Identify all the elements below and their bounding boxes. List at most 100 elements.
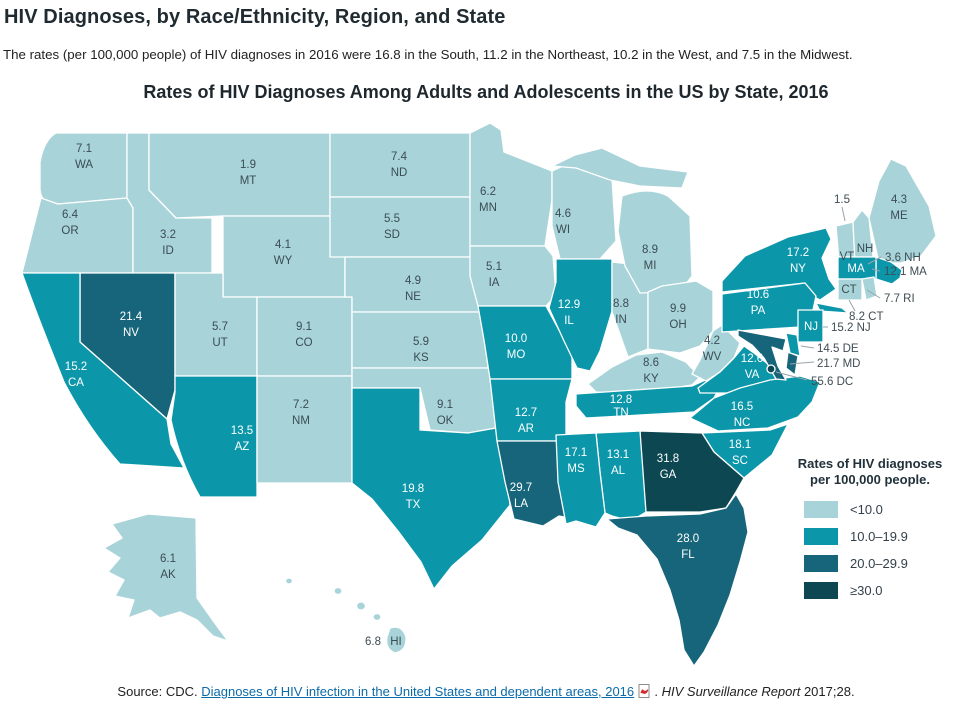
label-nd: 7.4 ND [391, 151, 408, 179]
source-link[interactable]: Diagnoses of HIV infection in the United… [201, 684, 635, 699]
legend-row: ≥30.0 [804, 581, 970, 599]
callout-md: 21.7 MD [817, 358, 860, 370]
label-id: 3.2 ID [160, 229, 176, 257]
label-wi: 4.6 WI [555, 208, 571, 236]
callout-dc: 55.6 DC [811, 376, 853, 388]
label-ny: 17.2 NY [787, 247, 809, 275]
callout-ri: 7.7 RI [884, 293, 915, 305]
callout-ma: 12.1 MA [884, 266, 927, 278]
callout-line-de [800, 345, 815, 349]
label-in: 8.8 IN [613, 298, 629, 326]
label-il: 12.9 IL [558, 299, 580, 327]
label-ok: 9.1 OK [437, 399, 454, 427]
legend-title-line1: Rates of HIV diagnoses [797, 456, 943, 471]
legend-label-cat4: ≥30.0 [850, 582, 883, 598]
legend-title: Rates of HIV diagnoses per 100,000 peopl… [770, 456, 970, 489]
state-de [785, 332, 801, 357]
callout-line-ma [871, 268, 881, 272]
label-or: 6.4 OR [61, 209, 78, 237]
state-nc [689, 375, 821, 432]
state-ct-box [837, 278, 863, 301]
label-ga: 31.8 GA [657, 453, 679, 481]
label-sd: 5.5 SD [384, 213, 400, 241]
label-la: 29.7 LA [510, 482, 532, 510]
label-nm: 7.2 NM [292, 399, 310, 427]
label-ut: 5.7 UT [212, 321, 228, 349]
callout-de: 14.5 DE [817, 343, 859, 355]
label-al: 13.1 AL [607, 449, 629, 477]
callout-line-vt [841, 206, 846, 222]
source-line: Source: CDC. Diagnoses of HIV infection … [0, 684, 972, 701]
label-wa: 7.1 WA [75, 143, 93, 171]
state-ny-long-island [815, 302, 849, 314]
label-me: 4.3 ME [890, 194, 908, 222]
label-ma-abbr: MA [847, 263, 865, 275]
label-pa: 10.6 PA [747, 289, 769, 317]
state-hi-island-1 [284, 577, 294, 585]
state-ri [861, 276, 878, 301]
label-ca: 15.2 CA [65, 361, 87, 389]
label-nj-abbr: NJ [804, 321, 818, 333]
label-hi-abbr: HI [390, 636, 402, 648]
label-nv: 21.4 NV [120, 311, 143, 339]
label-wv: 4.2 WV [703, 335, 722, 363]
callout-line-ct [848, 299, 856, 312]
label-vt-abbr: VT [840, 251, 855, 263]
label-tx: 19.8 TX [402, 483, 424, 511]
state-hi-island-2 [333, 586, 343, 596]
legend-swatch-cat4 [804, 581, 838, 599]
label-oh: 9.9 OH [669, 303, 686, 331]
legend-swatch-cat1 [804, 500, 838, 518]
state-mi-mitten [617, 190, 693, 294]
label-nh-abbr: NH [857, 243, 874, 255]
legend-label-cat3: 20.0–29.9 [850, 555, 908, 571]
state-hi-big-island [386, 626, 407, 654]
label-nc: 16.5 NC [731, 401, 753, 429]
label-ak: 6.1 AK [160, 553, 176, 581]
state-mo [477, 305, 573, 380]
state-fl [606, 493, 749, 667]
state-az [170, 375, 258, 498]
state-sd [329, 196, 473, 258]
callout-nh: 3.6 NH [885, 252, 921, 264]
label-az: 13.5 AZ [231, 425, 253, 453]
label-co: 9.1 CO [295, 321, 312, 349]
label-ks: 5.9 KS [413, 336, 429, 364]
source-journal: HIV Surveillance Report [661, 684, 801, 699]
map-legend: Rates of HIV diagnoses per 100,000 peopl… [770, 456, 970, 609]
label-mi: 8.9 MI [642, 244, 658, 272]
map-title: Rates of HIV Diagnoses Among Adults and … [143, 82, 829, 102]
state-mi-upper [551, 147, 689, 189]
label-ar: 12.7 AR [515, 407, 537, 435]
legend-swatch-cat3 [804, 554, 838, 572]
label-fl: 28.0 FL [677, 533, 699, 561]
legend-row: <10.0 [804, 500, 970, 518]
legend-title-line2: per 100,000 people. [810, 472, 930, 488]
state-hi-island-3 [355, 601, 367, 611]
state-nm [256, 375, 353, 484]
legend-label-cat1: <10.0 [850, 501, 883, 517]
page-title: HIV Diagnoses, by Race/Ethnicity, Region… [4, 6, 506, 28]
state-hi-island-4 [372, 612, 382, 622]
legend-swatch-cat2 [804, 527, 838, 545]
state-ca [21, 272, 185, 469]
label-ia: 5.1 IA [486, 261, 502, 289]
label-ct-abbr: CT [841, 284, 856, 296]
label-vt-value: 1.5 [834, 194, 850, 206]
label-sc: 18.1 SC [729, 439, 751, 467]
label-tn: 12.8 TN [610, 394, 632, 419]
page-subtitle: The rates (per 100,000 people) of HIV di… [3, 47, 853, 62]
state-mn [469, 122, 553, 247]
state-nd [329, 132, 471, 198]
state-ia [469, 245, 557, 307]
label-ms: 17.1 MS [565, 447, 587, 475]
source-suffix: 2017;28. [800, 684, 855, 699]
state-nj-box [797, 309, 824, 343]
callout-line-ri [866, 289, 881, 299]
callout-ct: 8.2 CT [849, 311, 884, 323]
callout-nj: 15.2 NJ [831, 322, 871, 334]
label-wy: 4.1 WY [274, 239, 293, 267]
label-mo: 10.0 MO [505, 333, 527, 361]
pdf-icon [638, 684, 651, 701]
source-prefix: Source: CDC. [117, 684, 202, 699]
